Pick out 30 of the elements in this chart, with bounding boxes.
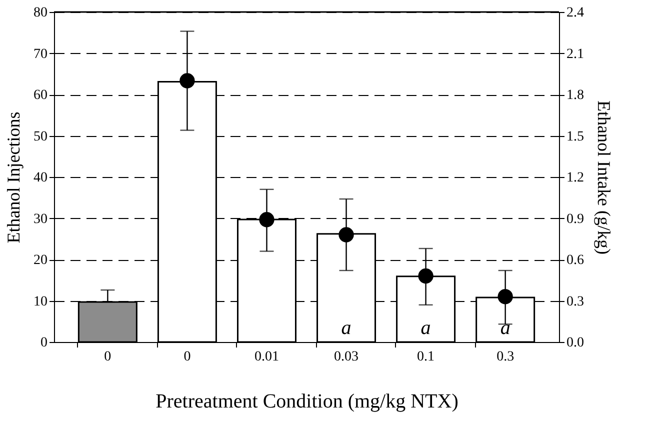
y-tick-label: 70 <box>34 46 48 62</box>
data-label: a <box>500 317 510 339</box>
y2-axis-title: Ethanol Intake (g/kg) <box>594 100 614 254</box>
x-tick-label: 0.1 <box>417 350 435 364</box>
y2-tick-label: 0.0 <box>566 336 584 350</box>
y-tick-label: 10 <box>34 294 48 310</box>
y2-tick-label: 1.8 <box>566 88 584 103</box>
y-tick-label: 40 <box>34 170 48 186</box>
x-tick-label: 0.3 <box>496 350 514 364</box>
y2-tick-label: 1.5 <box>566 129 584 144</box>
data-label: a <box>420 317 431 339</box>
y-tick-label: 30 <box>34 212 48 227</box>
y-tick-label: 50 <box>34 129 48 144</box>
y2-tick-label: 2.4 <box>566 6 584 20</box>
x-tick-label: 0 <box>184 350 191 364</box>
x-tick-label: 0.03 <box>334 350 359 364</box>
y2-tick-label: 1.2 <box>566 170 584 186</box>
y-tick-label: 20 <box>34 253 48 268</box>
y-axis-title: Ethanol Injections <box>4 112 24 244</box>
y2-tick-label: 0.6 <box>566 253 584 268</box>
x-tick-label: 0.01 <box>254 350 279 364</box>
data-label: a <box>341 317 352 339</box>
y2-tick-label: 0.3 <box>566 294 584 310</box>
x-tick-label: 0 <box>104 350 112 364</box>
y2-tick-label: 0.9 <box>566 212 584 227</box>
y-tick-label: 80 <box>34 6 48 20</box>
y-tick-label: 0 <box>40 336 48 350</box>
y2-tick-label: 2.1 <box>566 46 584 62</box>
y-tick-label: 60 <box>34 88 48 103</box>
x-axis-title: Pretreatment Condition (mg/kg NTX) <box>156 390 458 412</box>
